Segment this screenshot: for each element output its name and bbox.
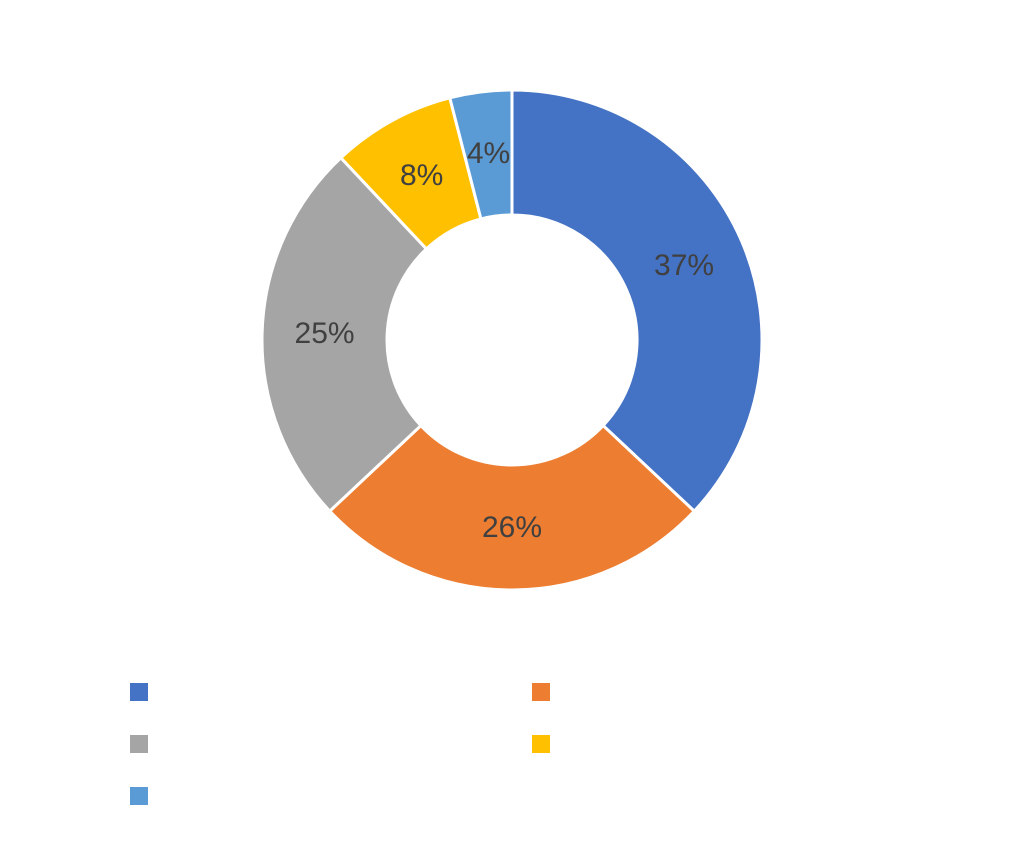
legend-swatch-0 [130,683,148,701]
slice-label-2: 25% [295,317,355,351]
slice-label-4: 4% [467,137,510,171]
donut-svg [0,0,1024,680]
donut-chart-container: 37% 26% 25% 8% 4% [0,0,1024,856]
legend-item-0 [130,680,492,704]
slice-label-3: 8% [400,159,443,193]
legend-item-3 [532,732,894,756]
legend-item-1 [532,680,894,704]
donut-chart: 37% 26% 25% 8% 4% [0,0,1024,680]
slice-label-1: 26% [482,511,542,545]
slice-label-0: 37% [654,249,714,283]
legend-item-2 [130,732,492,756]
legend-swatch-1 [532,683,550,701]
donut-slice-0 [512,90,762,511]
legend-swatch-3 [532,735,550,753]
legend-swatch-4 [130,787,148,805]
chart-legend [130,680,894,808]
legend-item-4 [130,784,492,808]
legend-swatch-2 [130,735,148,753]
